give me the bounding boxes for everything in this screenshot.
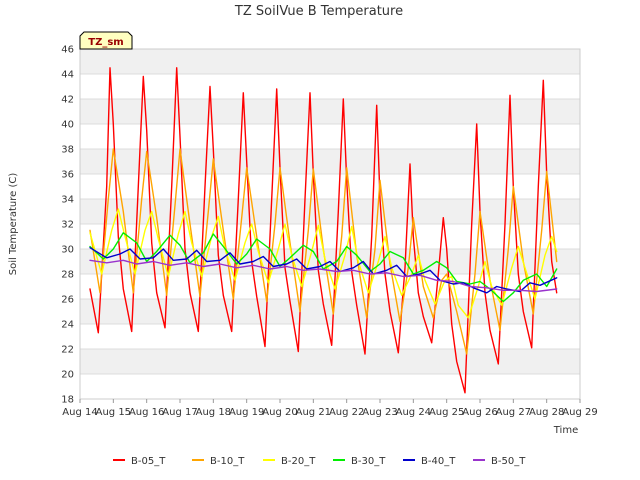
x-tick-label: Aug 21 bbox=[296, 407, 331, 418]
x-tick-label: Aug 24 bbox=[396, 407, 431, 418]
x-tick-label: Aug 19 bbox=[229, 407, 264, 418]
y-axis-title: Soil Temperature (C) bbox=[8, 173, 19, 276]
x-tick-label: Aug 27 bbox=[496, 407, 531, 418]
y-tick-label: 34 bbox=[61, 195, 74, 206]
x-tick-label: Aug 20 bbox=[262, 407, 297, 418]
legend-label: B-05_T bbox=[131, 456, 166, 467]
series-line-b-40-t bbox=[89, 246, 558, 294]
x-axis-title: Time bbox=[553, 425, 578, 436]
grid-band bbox=[80, 149, 580, 174]
x-tick-label: Aug 17 bbox=[162, 407, 197, 418]
grid-band bbox=[80, 349, 580, 374]
y-tick-label: 24 bbox=[61, 320, 74, 331]
y-tick-label: 32 bbox=[61, 220, 74, 231]
x-tick-label: Aug 29 bbox=[562, 407, 597, 418]
station-badge: TZ_sm bbox=[79, 31, 133, 50]
series-line-b-20-t bbox=[89, 208, 558, 319]
y-tick-label: 28 bbox=[61, 270, 74, 281]
x-tick-label: Aug 25 bbox=[429, 407, 464, 418]
y-axis-ticks: 18 20 22 24 26 28 30 32 34 36 38 40 42 44 46 bbox=[61, 45, 74, 406]
legend-label: B-30_T bbox=[351, 456, 386, 467]
legend-label: B-20_T bbox=[281, 456, 316, 467]
grid-band bbox=[80, 374, 580, 399]
x-tick-label: Aug 18 bbox=[196, 407, 231, 418]
y-tick-label: 38 bbox=[61, 145, 74, 156]
y-tick-label: 18 bbox=[61, 395, 74, 406]
grid-band bbox=[80, 99, 580, 124]
x-tick-label: Aug 14 bbox=[62, 407, 97, 418]
y-tick-label: 36 bbox=[61, 170, 74, 181]
x-tick-label: Aug 28 bbox=[529, 407, 564, 418]
grid-band bbox=[80, 174, 580, 199]
grid-band bbox=[80, 299, 580, 324]
badge-label: TZ_sm bbox=[88, 37, 123, 48]
legend-label: B-10_T bbox=[210, 456, 245, 467]
series-lines bbox=[89, 67, 558, 394]
y-tick-label: 20 bbox=[61, 370, 74, 381]
grid-band bbox=[80, 199, 580, 224]
series-line-b-50-t bbox=[89, 259, 558, 293]
y-tick-label: 26 bbox=[61, 295, 74, 306]
x-tick-label: Aug 15 bbox=[96, 407, 131, 418]
legend-label: B-50_T bbox=[491, 456, 526, 467]
y-tick-label: 46 bbox=[61, 45, 74, 56]
legend-label: B-40_T bbox=[421, 456, 456, 467]
chart-title: TZ SoilVue B Temperature bbox=[234, 4, 403, 19]
x-tick-label: Aug 23 bbox=[362, 407, 397, 418]
x-tick-label: Aug 22 bbox=[329, 407, 364, 418]
x-tick-label: Aug 16 bbox=[129, 407, 164, 418]
grid-band bbox=[80, 49, 580, 74]
y-tick-label: 30 bbox=[61, 245, 74, 256]
grid-band bbox=[80, 74, 580, 99]
legend: B-05_T B-10_T B-20_T B-30_T B-40_T B-50_T bbox=[113, 456, 526, 467]
plot-frame bbox=[79, 48, 581, 400]
grid-bands bbox=[80, 48, 580, 400]
x-tick-label: Aug 26 bbox=[462, 407, 497, 418]
grid-band bbox=[80, 224, 580, 249]
y-tick-label: 22 bbox=[61, 345, 74, 356]
grid-band bbox=[80, 124, 580, 149]
y-tick-label: 44 bbox=[61, 70, 74, 81]
y-tick-label: 40 bbox=[61, 120, 74, 131]
y-tick-label: 42 bbox=[61, 95, 74, 106]
badge-box bbox=[79, 31, 133, 50]
